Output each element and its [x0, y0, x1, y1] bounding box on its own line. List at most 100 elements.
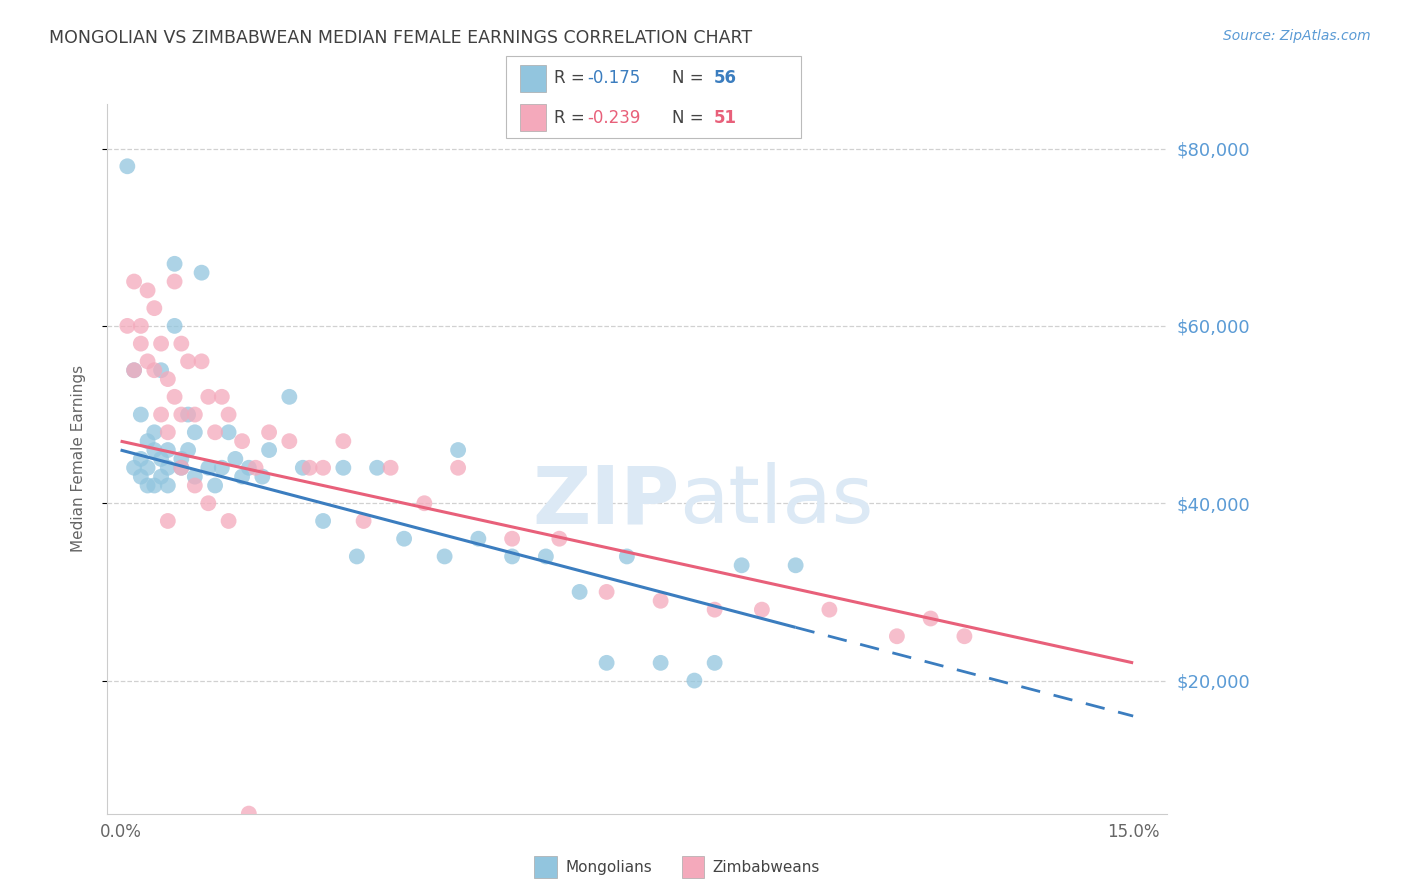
- Point: [231, 469, 253, 483]
- Y-axis label: Median Female Earnings: Median Female Earnings: [72, 366, 86, 552]
- Point: [218, 514, 240, 528]
- Point: [190, 354, 212, 368]
- Point: [257, 443, 280, 458]
- Text: Zimbabweans: Zimbabweans: [713, 860, 820, 874]
- Text: Source: ZipAtlas.com: Source: ZipAtlas.com: [1223, 29, 1371, 43]
- Point: [156, 478, 179, 492]
- Point: [211, 460, 233, 475]
- Text: R =: R =: [554, 70, 591, 87]
- Text: ZIP: ZIP: [531, 462, 679, 541]
- Point: [291, 460, 314, 475]
- Point: [150, 451, 173, 466]
- Point: [136, 284, 159, 298]
- Point: [953, 629, 976, 643]
- Point: [366, 460, 388, 475]
- Point: [122, 363, 145, 377]
- Point: [143, 478, 166, 492]
- Point: [170, 408, 193, 422]
- Point: [163, 318, 186, 333]
- Point: [534, 549, 557, 564]
- Point: [595, 585, 617, 599]
- Point: [818, 602, 841, 616]
- Point: [703, 656, 725, 670]
- Point: [156, 443, 179, 458]
- Text: atlas: atlas: [679, 462, 873, 541]
- Point: [238, 460, 260, 475]
- Point: [184, 469, 207, 483]
- Point: [278, 390, 301, 404]
- Point: [548, 532, 571, 546]
- Point: [730, 558, 752, 573]
- Point: [177, 443, 200, 458]
- Point: [683, 673, 706, 688]
- Point: [170, 336, 193, 351]
- Point: [197, 390, 219, 404]
- Point: [650, 656, 672, 670]
- Point: [920, 611, 942, 625]
- Point: [156, 425, 179, 440]
- Point: [170, 460, 193, 475]
- Point: [122, 460, 145, 475]
- Point: [595, 656, 617, 670]
- Point: [231, 434, 253, 449]
- Point: [143, 301, 166, 315]
- Point: [163, 390, 186, 404]
- Text: 56: 56: [714, 70, 737, 87]
- Point: [204, 478, 226, 492]
- Point: [751, 602, 773, 616]
- Point: [332, 434, 354, 449]
- Point: [218, 425, 240, 440]
- Point: [156, 514, 179, 528]
- Point: [197, 496, 219, 510]
- Text: N =: N =: [672, 70, 709, 87]
- Text: -0.239: -0.239: [588, 109, 641, 127]
- Point: [129, 318, 152, 333]
- Point: [197, 460, 219, 475]
- Point: [886, 629, 908, 643]
- Point: [245, 460, 267, 475]
- Point: [447, 443, 470, 458]
- Point: [278, 434, 301, 449]
- Point: [143, 425, 166, 440]
- Point: [150, 469, 173, 483]
- Point: [136, 354, 159, 368]
- Point: [170, 460, 193, 475]
- Point: [117, 159, 139, 173]
- Point: [117, 318, 139, 333]
- Text: MONGOLIAN VS ZIMBABWEAN MEDIAN FEMALE EARNINGS CORRELATION CHART: MONGOLIAN VS ZIMBABWEAN MEDIAN FEMALE EA…: [49, 29, 752, 46]
- Text: R =: R =: [554, 109, 591, 127]
- Text: -0.175: -0.175: [588, 70, 641, 87]
- Point: [616, 549, 638, 564]
- Point: [122, 363, 145, 377]
- Point: [650, 594, 672, 608]
- Point: [346, 549, 368, 564]
- Text: N =: N =: [672, 109, 709, 127]
- Point: [392, 532, 415, 546]
- Point: [413, 496, 436, 510]
- Point: [136, 434, 159, 449]
- Point: [332, 460, 354, 475]
- Point: [150, 336, 173, 351]
- Point: [501, 532, 523, 546]
- Point: [129, 408, 152, 422]
- Point: [184, 478, 207, 492]
- Point: [129, 451, 152, 466]
- Point: [129, 336, 152, 351]
- Point: [433, 549, 456, 564]
- Point: [163, 275, 186, 289]
- Point: [218, 408, 240, 422]
- Point: [156, 460, 179, 475]
- Point: [129, 469, 152, 483]
- Point: [703, 602, 725, 616]
- Point: [204, 425, 226, 440]
- Point: [785, 558, 807, 573]
- Text: Mongolians: Mongolians: [565, 860, 652, 874]
- Text: 51: 51: [714, 109, 737, 127]
- Point: [143, 443, 166, 458]
- Point: [211, 390, 233, 404]
- Point: [568, 585, 591, 599]
- Point: [184, 425, 207, 440]
- Point: [380, 460, 402, 475]
- Point: [156, 372, 179, 386]
- Point: [312, 460, 335, 475]
